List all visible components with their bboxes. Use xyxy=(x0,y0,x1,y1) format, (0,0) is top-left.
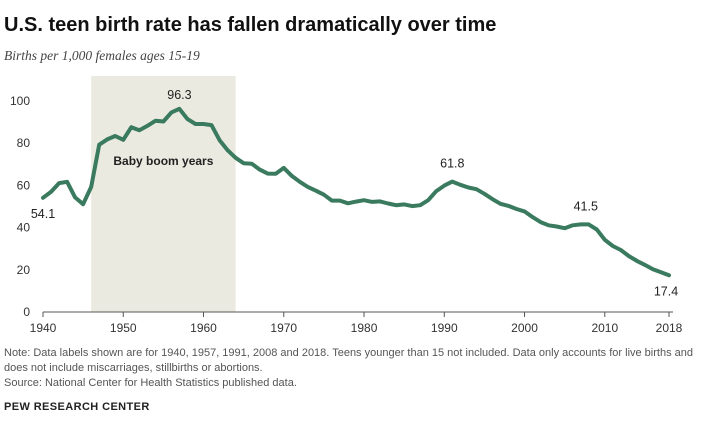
y-tick-label: 60 xyxy=(17,178,31,192)
data-label: 41.5 xyxy=(574,199,598,213)
x-tick-label: 1960 xyxy=(190,321,217,335)
y-tick-label: 0 xyxy=(23,305,30,319)
brand-logo-text: PEW RESEARCH CENTER xyxy=(4,401,150,413)
y-tick-label: 80 xyxy=(17,136,31,150)
teen-birth-rate-line xyxy=(41,106,671,278)
chart-source: Source: National Center for Health Stati… xyxy=(4,377,297,389)
data-label: 61.8 xyxy=(440,157,464,171)
y-tick-label: 20 xyxy=(17,263,31,277)
x-tick-label: 1950 xyxy=(110,321,137,335)
y-tick-label: 100 xyxy=(10,94,30,108)
x-tick-label: 1940 xyxy=(30,321,57,335)
x-tick-label: 1980 xyxy=(351,321,378,335)
x-tick-label: 2018 xyxy=(656,321,683,335)
y-tick-label: 40 xyxy=(17,221,31,235)
baby-boom-shaded-region xyxy=(91,76,236,312)
chart-title: U.S. teen birth rate has fallen dramatic… xyxy=(4,14,497,36)
shaded-region-label: Baby boom years xyxy=(113,154,213,168)
chart-subtitle: Births per 1,000 females ages 15-19 xyxy=(4,48,200,63)
data-label: 17.4 xyxy=(654,284,678,298)
x-tick-label: 1970 xyxy=(270,321,297,335)
line-chart: Baby boom years 0 20 40 60 80 100 1940 1950 1960… xyxy=(10,76,683,335)
x-tick-label: 2000 xyxy=(511,321,538,335)
x-tick-label: 1990 xyxy=(431,321,458,335)
chart-note: Note: Data labels shown are for 1940, 19… xyxy=(4,347,693,374)
data-label: 54.1 xyxy=(31,207,55,221)
data-label: 96.3 xyxy=(167,88,191,102)
x-tick-label: 2010 xyxy=(591,321,618,335)
